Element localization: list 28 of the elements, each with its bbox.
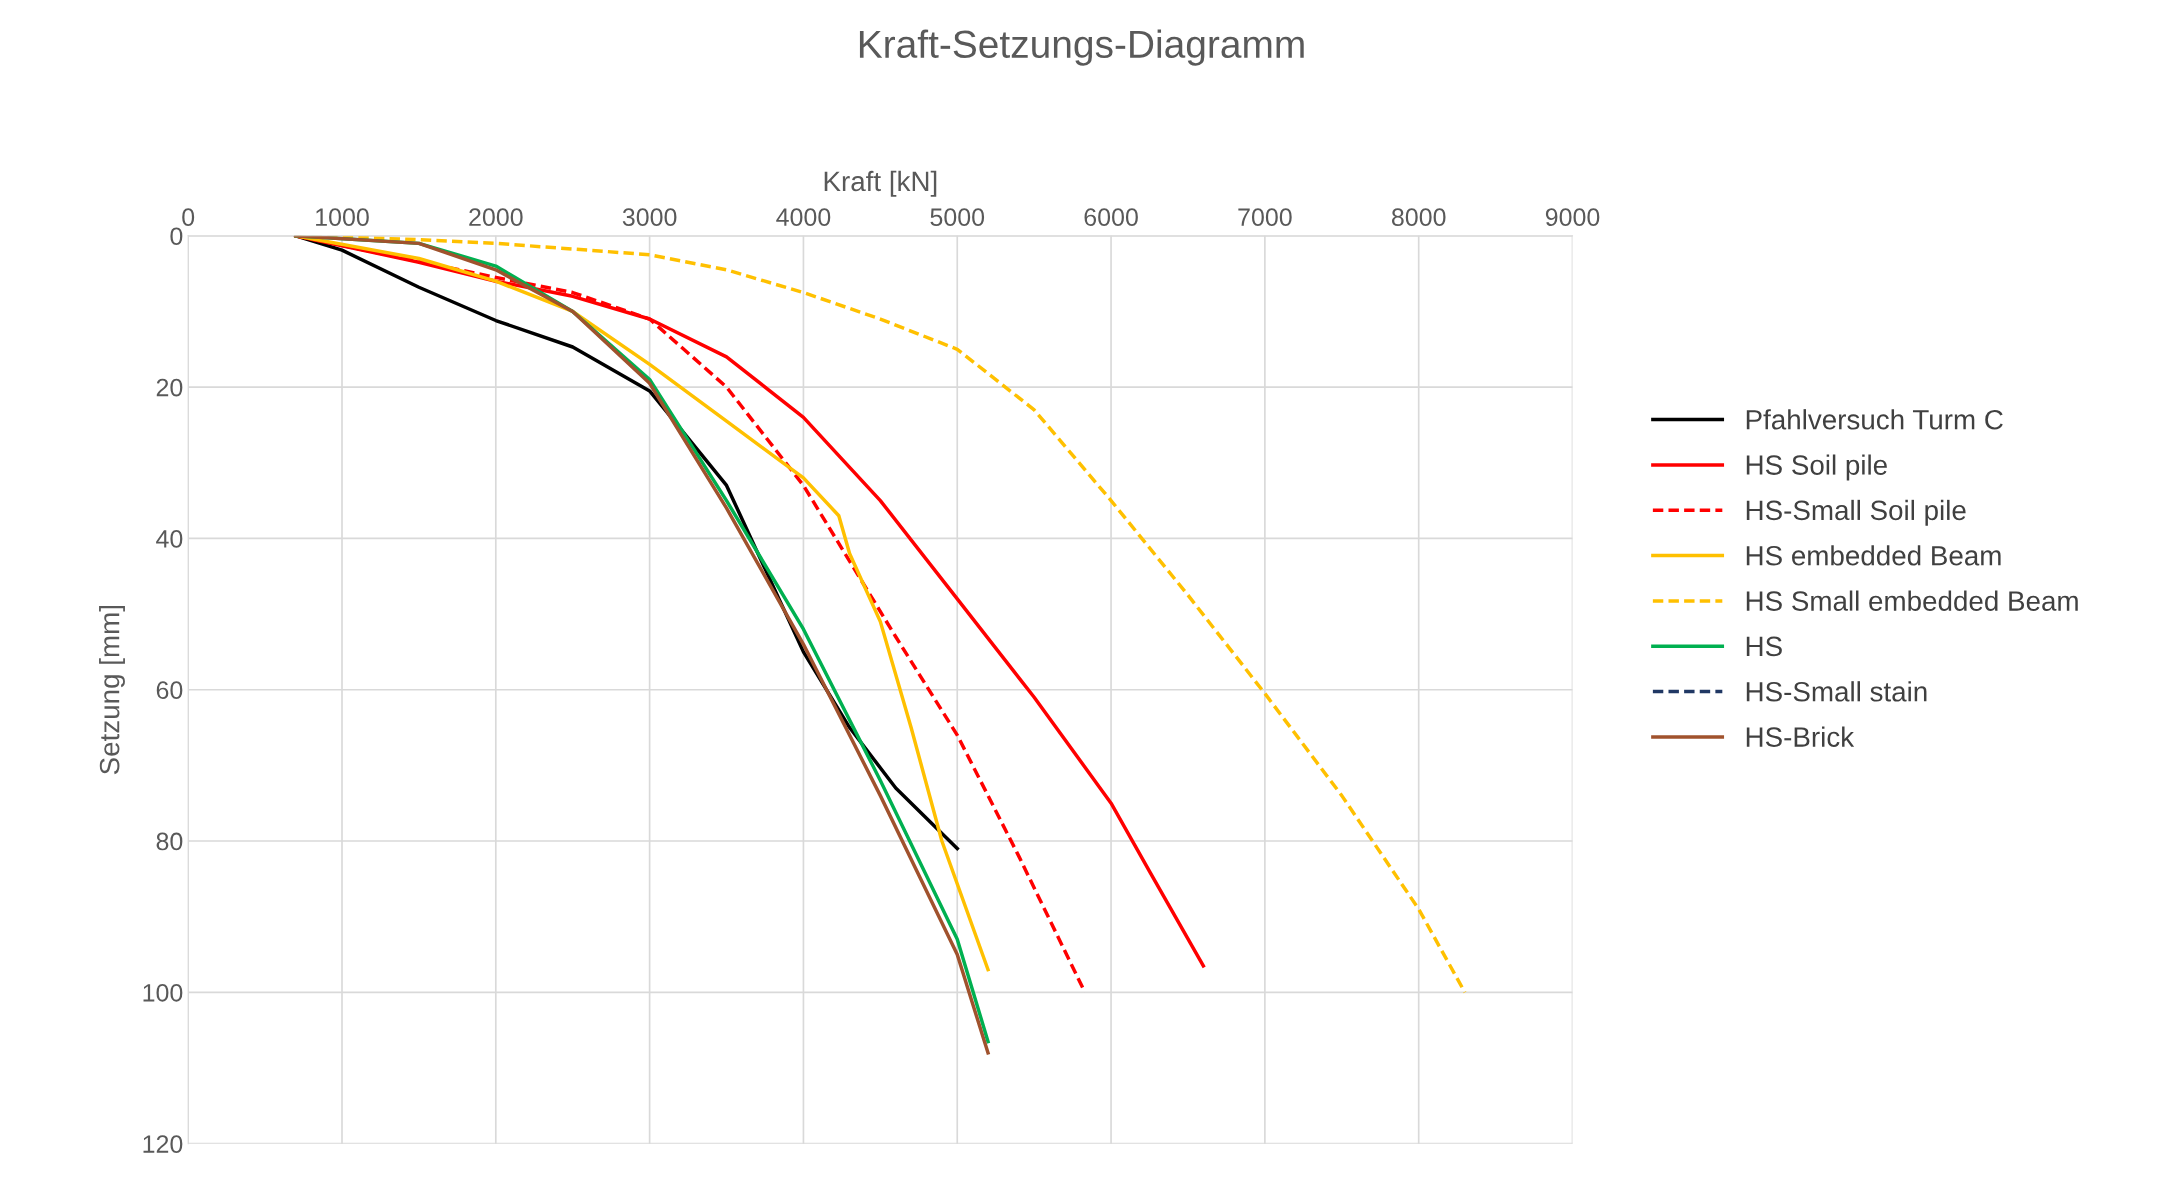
y-tick-label: 20	[156, 378, 183, 397]
x-tick-label: 0	[182, 208, 195, 226]
x-tick-label: 2000	[469, 208, 523, 226]
legend-label: HS-Small stain	[1746, 681, 1927, 702]
x-tick-label: 9000	[1545, 208, 1600, 226]
y-axis-title: Setzung [mm]	[99, 606, 125, 775]
x-tick-label: 5000	[930, 208, 985, 226]
x-tick-label: 6000	[1084, 208, 1138, 226]
legend-label: HS Small embedded Beam	[1746, 590, 2078, 611]
chart-title: Kraft-Setzungs-Diagramm	[859, 29, 1304, 66]
legend-label: HS	[1746, 636, 1782, 657]
x-tick-label: 4000	[776, 208, 831, 226]
legend-label: HS embedded Beam	[1746, 545, 2001, 566]
legend-label: HS-Brick	[1746, 726, 1855, 747]
legend-label: HS Soil pile	[1746, 454, 1887, 481]
y-tick-label: 0	[170, 227, 183, 246]
y-tick-label: 100	[143, 983, 183, 1002]
y-tick-label: 60	[156, 681, 183, 700]
legend-label: Pfahlversuch Turm C	[1746, 409, 2003, 430]
x-tick-label: 3000	[622, 208, 677, 226]
x-tick-label: 8000	[1391, 208, 1446, 226]
x-tick-label: 1000	[316, 208, 369, 226]
x-tick-label: 7000	[1238, 208, 1292, 226]
x-axis-title: Kraft [kN]	[824, 170, 937, 197]
y-tick-label: 40	[156, 530, 183, 548]
y-tick-label: 80	[156, 832, 183, 851]
legend-label: HS-Small Soil pile	[1746, 499, 1966, 526]
y-tick-label: 120	[143, 1135, 183, 1153]
